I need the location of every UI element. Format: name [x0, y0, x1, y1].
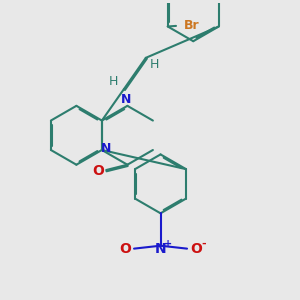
Text: -: -: [201, 239, 206, 249]
Text: H: H: [109, 75, 118, 88]
Text: H: H: [150, 58, 159, 71]
Text: O: O: [119, 242, 131, 256]
Text: N: N: [121, 93, 131, 106]
Text: O: O: [92, 164, 104, 178]
Text: N: N: [155, 242, 167, 256]
Text: Br: Br: [184, 19, 200, 32]
Text: O: O: [190, 242, 202, 256]
Text: +: +: [164, 239, 172, 249]
Text: N: N: [101, 142, 112, 155]
